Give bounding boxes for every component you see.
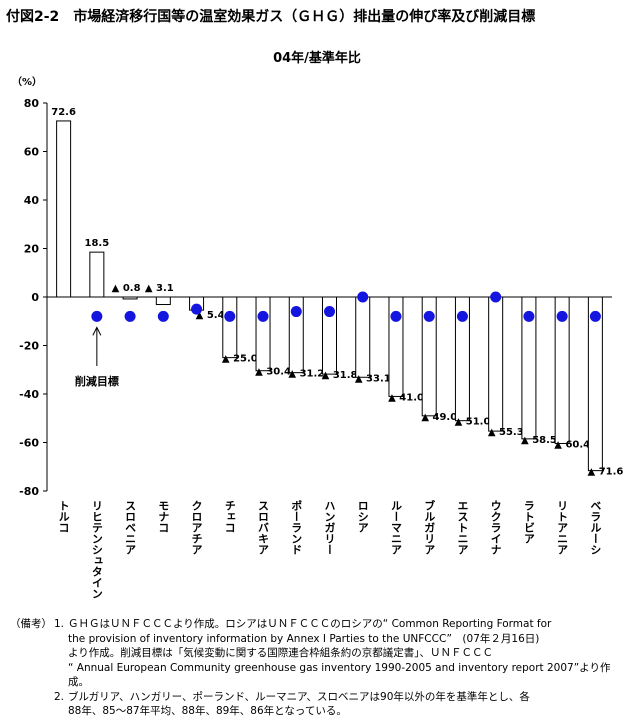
note-label (10, 690, 54, 719)
target-marker (456, 310, 468, 322)
x-tick-label: モナコ (157, 500, 170, 533)
y-tick-label: -60 (19, 437, 39, 450)
bar-data-label: 18.5 (85, 238, 110, 249)
y-tick-label: 80 (24, 97, 40, 110)
x-tick-label: ハンガリー (323, 500, 336, 555)
note-line: ＧＨＧはＵＮＦＣＣＣより作成。ロシアはＵＮＦＣＣＣのロシアの“ Common R… (68, 618, 552, 630)
note-line: “ Annual European Community greenhouse g… (68, 661, 611, 689)
y-tick-label: 40 (24, 194, 40, 207)
x-tick-label: ベラルーシ (589, 500, 602, 555)
x-tick-label: ウクライナ (489, 500, 502, 555)
note-line: the provision of inventory information b… (68, 632, 540, 645)
x-tick-label: ブルガリア (423, 499, 436, 555)
target-marker (357, 291, 369, 303)
bar-14 (488, 296, 504, 432)
bar-12 (421, 296, 437, 417)
note-item: 2. ブルガリア、ハンガリー、ポーランド、ルーマニア、スロベニアは90年以外の年を… (10, 690, 630, 719)
bar-data-label: ▲ 5.4 (196, 310, 225, 321)
bar-data-label: ▲ 55.3 (488, 427, 524, 438)
x-tick-label: ラトビア (522, 500, 535, 544)
y-tick-label: -80 (19, 485, 39, 498)
note-number: 2. (54, 690, 65, 703)
bar-data-label: ▲ 71.6 (588, 467, 624, 478)
x-tick-label: トルコ (57, 500, 70, 533)
bar-17 (587, 296, 603, 472)
annotation-label: 削減目標 (75, 374, 119, 388)
x-tick-label: チェコ (223, 500, 236, 533)
x-tick-label: スロバキア (257, 500, 270, 555)
bar-data-label: ▲ 41.0 (388, 392, 424, 403)
bar-data-label: ▲ 3.1 (145, 283, 174, 294)
bar-data-label: ▲ 33.1 (355, 373, 391, 384)
y-tick-label: 20 (24, 243, 40, 256)
bar-data-label: ▲ 60.4 (554, 439, 590, 450)
note-line: ブルガリア、ハンガリー、ポーランド、ルーマニア、スロベニアは90年以外の年を基準… (68, 690, 530, 703)
bar-3 (122, 296, 138, 300)
bar-data-label: ▲ 0.8 (112, 283, 141, 294)
bar-data-label: 72.6 (51, 107, 76, 118)
target-marker (589, 310, 601, 322)
bar-16 (554, 296, 570, 444)
bar-2 (89, 251, 105, 298)
note-text: ＧＨＧはＵＮＦＣＣＣより作成。ロシアはＵＮＦＣＣＣのロシアの“ Common R… (68, 617, 630, 690)
target-marker (224, 310, 236, 322)
target-marker (157, 310, 169, 322)
note-item: （備考） 1. ＧＨＧはＵＮＦＣＣＣより作成。ロシアはＵＮＦＣＣＣのロシアの“ Co… (10, 617, 630, 690)
notes-section: （備考） 1. ＧＨＧはＵＮＦＣＣＣより作成。ロシアはＵＮＦＣＣＣのロシアの“ Co… (10, 617, 630, 719)
target-marker (124, 310, 136, 322)
bar-4 (155, 296, 171, 306)
bar-data-label: ▲ 49.0 (421, 412, 457, 423)
target-marker (257, 310, 269, 322)
note-text: ブルガリア、ハンガリー、ポーランド、ルーマニア、スロベニアは90年以外の年を基準… (68, 690, 630, 719)
x-tick-label: ルーマニア (389, 500, 402, 555)
bar-8 (288, 296, 304, 374)
target-marker (290, 306, 302, 318)
target-marker (191, 303, 203, 315)
target-marker (490, 291, 502, 303)
bar-10 (355, 296, 371, 378)
y-unit-label: （%） (12, 75, 42, 88)
note-line: より作成。削減目標は「気候変動に関する国際連合枠組条約の京都議定書」、ＵＮＦＣＣ… (68, 647, 494, 659)
figure-title: 付図2-2 市場経済移行国等の温室効果ガス（ＧＨＧ）排出量の伸び率及び削減目標 (6, 9, 536, 25)
note-line: 88年、85～87年平均、88年、89年、86年となっている。 (68, 705, 347, 717)
x-tick-label: ロシア (356, 500, 369, 533)
x-tick-label: リヒテンシュタイン (90, 500, 103, 599)
y-tick-label: -20 (19, 340, 39, 353)
x-tick-label: エストニア (456, 500, 469, 555)
target-marker (91, 310, 103, 322)
note-label: （備考） (10, 618, 52, 630)
bar-13 (454, 296, 470, 422)
bar-11 (388, 296, 404, 397)
bar-9 (322, 296, 337, 375)
target-marker (423, 310, 435, 322)
annotation-arrow-head (92, 326, 102, 336)
chart-subtitle: 04年/基準年比 (273, 51, 361, 66)
bar-7 (255, 296, 271, 372)
bar-data-label: ▲ 31.8 (322, 370, 358, 381)
x-tick-label: リトアニア (556, 500, 569, 555)
target-marker (390, 310, 402, 322)
target-marker (556, 310, 568, 322)
y-tick-label: 60 (24, 146, 40, 159)
bar-data-label: ▲ 30.4 (255, 367, 291, 378)
bar-6 (222, 296, 238, 359)
x-tick-label: スロベニア (124, 500, 137, 555)
bar-data-label: ▲ 31.2 (288, 369, 324, 380)
bar-1 (56, 120, 72, 298)
target-marker (324, 306, 335, 318)
x-tick-label: ポーランド (290, 499, 303, 555)
y-tick-label: 0 (31, 291, 39, 304)
bar-data-label: ▲ 25.0 (222, 354, 258, 365)
bar-data-label: ▲ 51.0 (455, 417, 491, 428)
target-marker (523, 310, 535, 322)
y-tick-label: -40 (19, 388, 39, 401)
x-tick-label: クロアチア (190, 500, 203, 555)
bar-data-label: ▲ 58.5 (521, 435, 557, 446)
bar-15 (521, 296, 537, 440)
bar-chart: （%） 80 60 40 20 0 -20 -40 -60 -80 72.6 18.5 ▲ 0.8 ▲ 3… (12, 75, 624, 599)
note-number: 1. (54, 618, 65, 630)
